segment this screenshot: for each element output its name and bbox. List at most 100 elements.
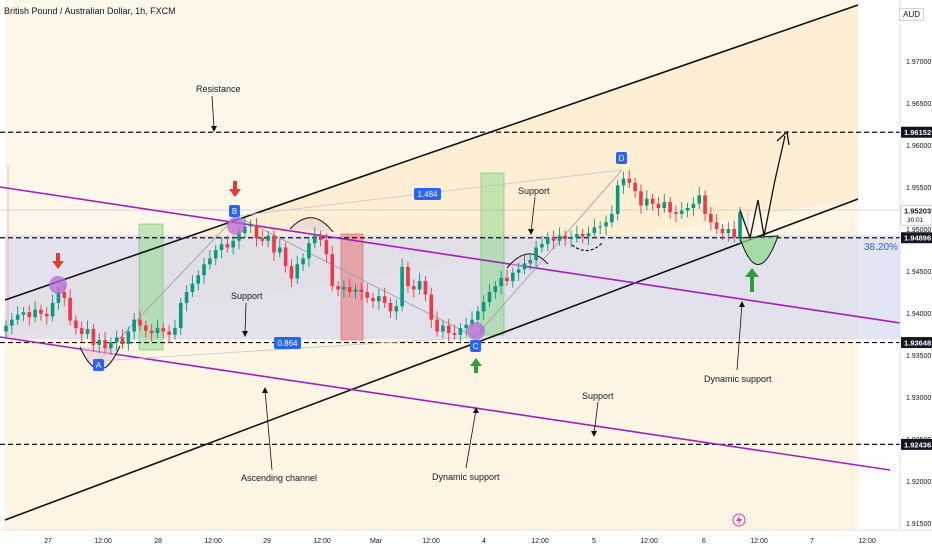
x-tick-label: 12:00 [531,538,549,545]
candle-body [190,283,195,292]
candle-body [377,296,381,302]
range-upper-label: 1.484 [417,190,438,199]
pointer-resistance-head [211,126,217,132]
candle-body [79,328,84,334]
candle-body [103,339,107,349]
candle-body [435,319,439,332]
candle-body [388,302,393,312]
candle-body [365,292,369,298]
range-lower-label: 0.864 [277,339,298,348]
candle-body [557,235,562,241]
touch-marker-c [467,322,485,340]
y-tick-label: 1.96500 [906,101,931,108]
candle-body [260,238,265,241]
candle-body [499,277,503,287]
price-label-text: 1.93648 [904,339,931,348]
y-tick-label: 1.93500 [906,353,931,360]
candle-body [56,292,61,303]
x-tick-label: 12:00 [858,538,876,545]
chart-header: British Pound / Australian Dollar, 1h, F… [4,6,176,16]
pointer-dynamic-bottom-head [473,407,479,413]
candle-body [674,212,678,214]
candle-body [353,289,358,292]
candle-body [703,195,707,214]
red-zone [340,233,364,341]
pointer-support-mid [244,302,247,335]
pointer-support-top-head [528,229,534,235]
label-support-mid: Support [231,291,263,301]
candle-body [161,328,166,332]
red-arrow-1 [52,253,64,269]
candle-body [621,178,626,186]
label-fib: 38.20% [864,242,898,253]
candle-body [178,302,183,329]
y-tick-label: 1.91500 [906,521,931,528]
pointer-dynamic-right [736,303,743,371]
candle-body [575,234,579,238]
pointer-resistance [211,95,215,129]
x-tick-label: 5 [592,538,596,545]
candle-body [604,222,608,227]
time-axis[interactable] [0,529,932,550]
candle-body [243,226,247,234]
candle-body [679,210,684,214]
candle-body [347,286,352,292]
candle-body [534,247,538,261]
candle-body [138,319,142,326]
green-zone-2 [480,172,505,336]
price-axis[interactable] [899,0,932,530]
candle-body [650,198,655,204]
candle-body [126,331,131,345]
candle-body [528,260,533,264]
candle-body [318,235,323,240]
candle-body [202,264,206,276]
green-arrow-2 [745,268,759,292]
candle-body [196,275,201,284]
candle-body [44,313,49,317]
candle-body [522,263,527,270]
x-tick-label: 12:00 [750,538,768,545]
candle-body [301,258,305,265]
candle-body [266,235,270,241]
candle-body [580,234,585,237]
candle-body [411,286,416,290]
y-tick-label: 1.97000 [906,59,931,66]
candle-body [394,306,399,312]
y-tick-label: 1.92000 [906,479,931,486]
price-label-box [901,126,932,138]
lightning-icon[interactable] [732,513,746,527]
candles-layer [4,170,742,355]
candle-body [446,325,451,334]
candle-body [120,337,125,345]
candle-body [691,203,696,208]
candle-body [173,328,177,335]
candle-body [324,239,329,255]
candle-body [85,328,90,334]
arc-green [739,235,779,265]
candle-body [441,325,445,332]
candle-body [569,237,573,240]
candle-body [738,212,742,238]
candle-body [295,264,300,279]
candle-body [685,208,690,211]
currency-button[interactable]: AUD [899,8,924,21]
red-arrow-2 [229,181,241,197]
candle-body [312,235,317,244]
candle-body [97,339,102,345]
candle-body [254,224,259,239]
x-tick-label: 28 [154,538,162,545]
candle-body [39,309,43,314]
candle-body [726,229,731,234]
candle-body [639,191,643,206]
candle-body [237,233,241,241]
candle-body [615,185,620,214]
point-d-label: D [619,154,625,163]
y-tick-label: 1.94000 [906,311,931,318]
pointer-support-mid-head [242,331,248,337]
label-dynamic-support-right: Dynamic support [704,374,772,384]
x-tick-label: 7 [810,538,814,545]
x-tick-label: 27 [44,538,52,545]
candle-body [406,266,410,287]
pointer-ascending-channel-head [262,387,268,393]
